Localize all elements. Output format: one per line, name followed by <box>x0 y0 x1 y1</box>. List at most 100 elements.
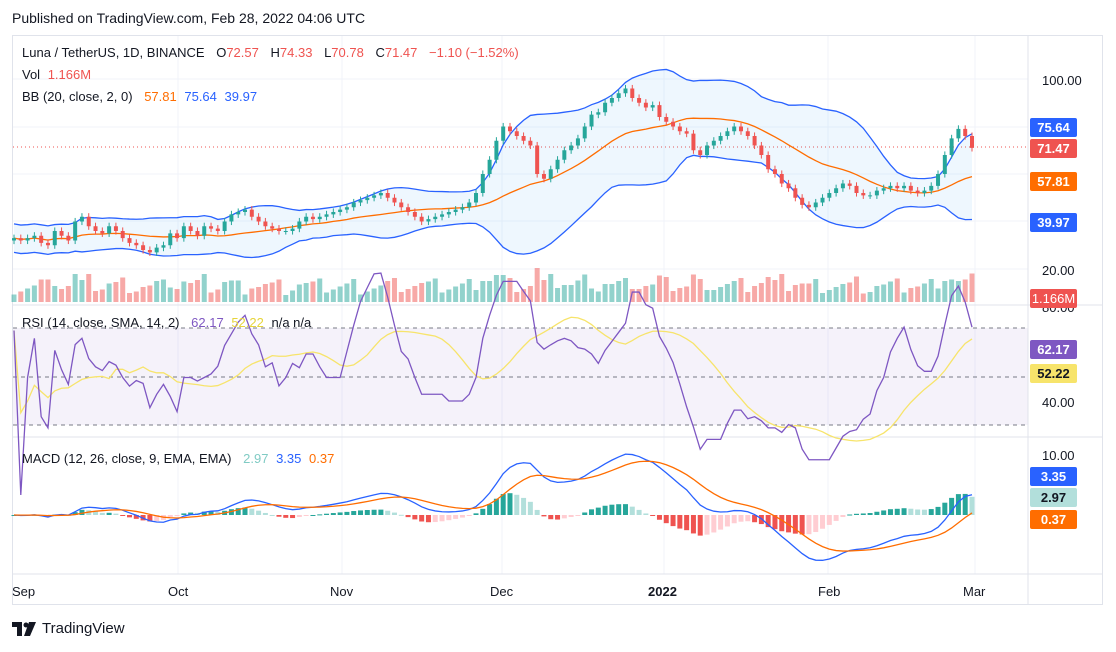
volume-bar <box>616 281 622 302</box>
candle-body <box>147 250 152 253</box>
candle-body <box>569 145 574 151</box>
volume-bar <box>160 279 166 302</box>
macd-histogram-bar <box>582 512 588 515</box>
candle-body <box>772 169 777 174</box>
volume-bar <box>398 292 404 302</box>
candle-body <box>249 209 254 217</box>
macd-histogram-bar <box>290 515 296 519</box>
candle-body <box>827 193 832 198</box>
volume-value: 1.166M <box>47 67 92 82</box>
volume-bar <box>955 281 961 302</box>
candle-body <box>840 183 845 189</box>
volume-bar <box>622 278 628 302</box>
volume-bar <box>826 290 832 302</box>
macd-histogram-bar <box>534 509 540 515</box>
macd-lines <box>11 453 975 561</box>
candle-body <box>107 226 112 234</box>
macd-histogram-bar <box>813 515 819 533</box>
open-label: O <box>216 45 227 60</box>
macd-histogram-bar <box>147 515 153 522</box>
volume-bar <box>256 287 262 302</box>
macd-histogram-bar <box>317 514 323 516</box>
candle-body <box>902 185 907 189</box>
candle-body <box>399 202 404 208</box>
volume-bar <box>249 288 255 302</box>
macd-histogram-bar <box>303 515 309 516</box>
macd-histogram-bar <box>853 513 859 515</box>
candle-body <box>881 188 886 191</box>
candle-body <box>12 238 16 241</box>
volume-bar <box>473 290 479 302</box>
volume-bar <box>853 276 859 302</box>
macd-histogram-bar <box>514 494 520 515</box>
candle-body <box>59 231 64 236</box>
candle-body <box>847 183 852 186</box>
macd-histogram-bar <box>955 494 961 515</box>
macd-histogram-bar <box>106 512 112 515</box>
bb-lower-value: 39.97 <box>224 89 258 104</box>
volume-bar <box>786 291 792 302</box>
candle-body <box>575 138 580 146</box>
volume-bar <box>901 292 907 302</box>
candle-body <box>270 226 275 229</box>
volume-bar <box>167 287 173 302</box>
candle-body <box>874 190 879 196</box>
macd-histogram-bar <box>670 515 676 527</box>
candle-body <box>86 216 91 227</box>
candle-body <box>494 140 499 160</box>
candle-body <box>392 197 397 203</box>
macd-histogram-bar <box>487 504 493 515</box>
macd-histogram-bar <box>296 515 302 517</box>
candle-body <box>745 131 750 136</box>
macd-histogram-bar <box>493 498 499 515</box>
macd-label: MACD (12, 26, close, 9, EMA, EMA) <box>22 451 232 466</box>
volume-legend: Vol 1.166M <box>22 67 95 82</box>
candle-body <box>596 112 601 115</box>
candle-body <box>168 233 173 246</box>
time-label-oct: Oct <box>168 584 189 599</box>
volume-bar <box>296 284 302 302</box>
candle-body <box>535 145 540 174</box>
candle-body <box>209 226 214 229</box>
tradingview-logo[interactable]: TradingView <box>12 620 125 637</box>
macd-histogram-bar <box>235 508 241 515</box>
tag-volume: 1.166M <box>1030 289 1077 308</box>
macd-histogram-bar <box>731 515 737 524</box>
candle-body <box>630 88 635 98</box>
tag-rsi: 62.17 <box>1030 340 1077 359</box>
macd-histogram-bar <box>752 515 758 523</box>
macd-histogram-bar <box>792 515 798 534</box>
candle-body <box>45 242 50 246</box>
macd-histogram-bar <box>908 508 914 515</box>
candle-body <box>93 226 98 231</box>
candle-body <box>297 221 302 229</box>
candle-body <box>942 155 947 174</box>
bb-upper-value: 75.64 <box>184 89 217 104</box>
volume-bar <box>140 287 146 302</box>
macd-histogram-bar <box>79 509 85 515</box>
volume-bar <box>65 286 71 302</box>
volume-bar <box>391 278 397 302</box>
candle-body <box>120 231 125 239</box>
volume-bar <box>344 283 350 302</box>
close-label: C <box>375 45 385 60</box>
macd-legend: MACD (12, 26, close, 9, EMA, EMA) 2.97 3… <box>22 451 338 466</box>
bb-upper-line <box>13 68 973 227</box>
candle-body <box>528 140 533 146</box>
candle-body <box>154 247 159 253</box>
volume-bar <box>527 286 533 302</box>
macd-histogram-bar <box>969 496 975 515</box>
candle-body <box>766 155 771 170</box>
volume-bar <box>582 274 588 302</box>
candle-body <box>256 216 261 222</box>
macd-histogram-bar <box>874 511 880 515</box>
candle-body <box>344 207 349 210</box>
candle-body <box>446 212 451 215</box>
macd-histogram-bar <box>72 512 78 515</box>
macd-histogram-bar <box>942 502 948 515</box>
candle-body <box>650 105 655 108</box>
volume-bar <box>772 280 778 302</box>
candle-body <box>127 238 132 243</box>
macd-histogram-bar <box>820 515 826 529</box>
